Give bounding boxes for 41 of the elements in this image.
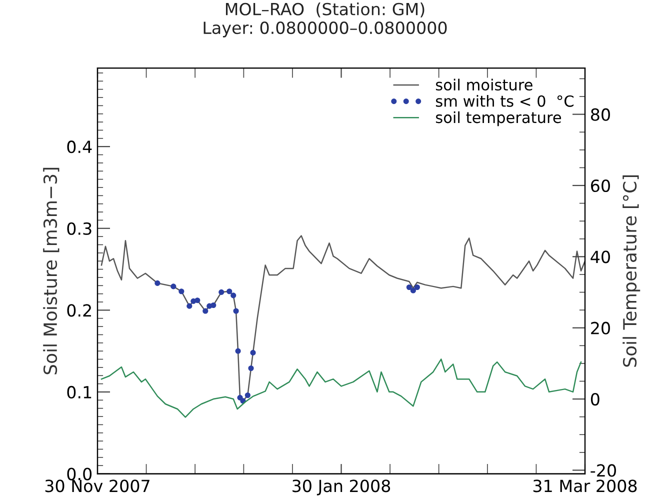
x-tick-label: 30 Jan 2008 [292,480,390,496]
point [154,280,160,286]
point [186,303,192,309]
chart-title: MOL–RAO (Station: GM) [226,2,424,18]
point [218,289,224,295]
point [244,392,250,398]
point [210,302,216,308]
point [202,308,208,314]
y-tick-label: 0.4 [67,140,92,154]
point [250,350,256,356]
point [410,288,416,294]
legend-label: soil temperature [436,111,562,126]
y2-tick-label: -20 [590,464,616,477]
point [230,292,236,298]
y-axis-title: Soil Moisture [m3m−3] [43,168,60,374]
point [237,394,243,400]
point [233,308,239,314]
y2-tick-label: 60 [591,179,610,192]
y-tick-label: 0.2 [67,304,91,317]
y2-axis-title: Soil Temperature [°C] [622,175,640,367]
y-tick-label: 0.1 [67,386,92,399]
line-series [100,358,582,418]
x-tick-label: 31 Mar 2008 [533,480,637,492]
legend-label: soil moisture [436,78,532,91]
y2-tick-label: 40 [590,250,610,264]
chart-subtitle: Layer: 0.0800000–0.0800000 [204,21,447,38]
point [248,365,254,372]
point [170,284,176,290]
x-tick-label: 30 Nov 2007 [45,480,150,492]
point [414,284,420,290]
y2-tick-label: 0 [590,392,600,406]
legend-label: sm with ts < 0 °C [436,95,574,107]
point [226,288,232,294]
point [194,298,200,304]
y2-tick-label: 80 [590,108,610,121]
y-tick-label: 0.3 [67,222,92,235]
y2-tick-label: 20 [591,322,610,334]
point [406,284,412,290]
point [235,348,241,354]
point [178,288,184,294]
y-tick-label: 0.0 [67,468,92,480]
